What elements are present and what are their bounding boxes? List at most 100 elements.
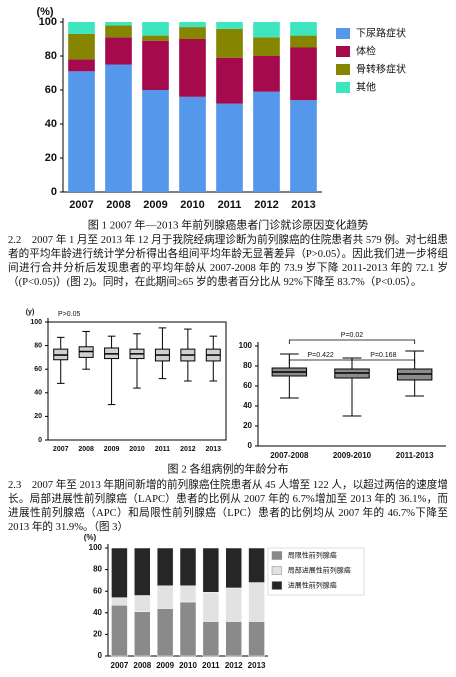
y-tick-label: 40 [34, 390, 42, 397]
bar-segment [111, 547, 128, 598]
x-tick-label: 2011 [155, 446, 170, 453]
x-tick-label: 2008 [133, 661, 151, 670]
legend-label: 下尿路症状 [356, 26, 406, 39]
x-tick-label: 2012 [225, 661, 243, 670]
bar-segment [290, 100, 317, 192]
figure-caption: 图 2 各组病例的年龄分布 [168, 462, 289, 476]
legend-label: 其他 [356, 80, 376, 93]
bracket [351, 359, 416, 364]
bar-segment [156, 608, 174, 657]
x-tick-label: 2011-2013 [396, 451, 434, 460]
bar-segment [68, 33, 95, 60]
legend-label: 局部进展性前列腺癌 [288, 566, 351, 575]
legend-frame [267, 547, 365, 596]
x-tick-label: 2010 [180, 199, 204, 211]
bar-segment [225, 587, 242, 622]
y-tick-label: 100 [239, 341, 253, 350]
legend-swatch [336, 46, 350, 57]
x-tick-label: 2007 [53, 446, 69, 453]
bar-segment [156, 547, 174, 587]
legend-swatch [336, 82, 350, 93]
y-tick-label: 0 [98, 651, 103, 660]
y-tick-label: 80 [45, 50, 57, 62]
y-tick-label: 60 [45, 84, 57, 96]
bar-segment [179, 27, 206, 39]
bar-segment [105, 64, 132, 192]
bar-segment [179, 601, 197, 657]
bar-segment [225, 621, 242, 657]
x-tick-label: 2009 [156, 661, 174, 670]
bar-segment [216, 103, 243, 192]
y-tick-label: 40 [93, 608, 102, 617]
y-tick-label: 60 [34, 366, 42, 373]
x-tick-label: 2009-2010 [333, 451, 372, 460]
y-tick-label: 0 [38, 437, 42, 444]
legend-label: 进展性前列腺癌 [288, 581, 337, 590]
x-tick-label: 2010 [129, 446, 145, 453]
bar-segment [216, 28, 243, 58]
bar-segment [253, 91, 280, 192]
y-tick-label: 60 [243, 381, 252, 390]
bar-segment [134, 595, 151, 612]
paragraph: 2.2 2007 年 1 月至 2013 年 12 月于我院经病理诊断为前列腺癌… [8, 235, 448, 288]
bar-segment [105, 37, 132, 65]
x-tick-label: 2012 [180, 446, 196, 453]
bar-segment [105, 22, 132, 26]
y-tick-label: 0 [248, 441, 253, 450]
bar-segment [225, 547, 242, 589]
y-axis-label: (y) [26, 309, 35, 316]
bar-segment [111, 604, 128, 657]
bar-segment [290, 47, 317, 101]
legend-swatch [271, 551, 283, 560]
x-tick-label: 2007-2008 [270, 451, 309, 460]
y-tick-label: 100 [30, 319, 42, 326]
bar-segment [179, 585, 197, 603]
x-tick-label: 2013 [205, 446, 221, 453]
x-tick-label: 2008 [78, 446, 94, 453]
bar-segment [248, 547, 265, 583]
bar-segment [216, 22, 243, 29]
bar-segment [290, 22, 317, 36]
bar-segment [142, 35, 169, 41]
bar-segment [68, 71, 95, 192]
bar-segment [179, 22, 206, 28]
bar-segment [156, 585, 174, 609]
bar-segment [111, 597, 128, 606]
bar-segment [179, 39, 206, 97]
bar-segment [202, 592, 220, 622]
annotation: P=0.422 [308, 352, 334, 359]
x-tick-label: 2009 [104, 446, 120, 453]
y-tick-label: 20 [45, 152, 57, 164]
y-tick-label: 20 [243, 421, 252, 430]
x-tick-label: 2011 [202, 661, 220, 670]
bar-segment [202, 621, 220, 657]
x-tick-label: 2009 [143, 199, 167, 211]
x-tick-label: 2011 [218, 199, 242, 211]
y-tick-label: 40 [45, 118, 57, 130]
legend-label: 局限性前列腺癌 [288, 551, 337, 560]
y-tick-label: 100 [39, 16, 57, 28]
bar-segment [253, 56, 280, 92]
bar-segment [134, 611, 151, 657]
bar-segment [142, 40, 169, 90]
bracket [288, 359, 353, 364]
y-tick-label: 0 [51, 186, 57, 198]
bracket [288, 339, 416, 344]
x-tick-label: 2007 [111, 661, 129, 670]
bar-segment [248, 582, 265, 622]
annotation: P=0.02 [341, 332, 363, 339]
figure-caption: 图 1 2007 年—2013 年前列腺癌患者门诊就诊原因变化趋势 [88, 218, 369, 232]
bar-segment [134, 547, 151, 596]
x-tick-label: 2007 [69, 199, 93, 211]
bar-segment [202, 547, 220, 593]
legend-swatch [336, 64, 350, 75]
legend-label: 骨转移症状 [356, 62, 406, 75]
legend-swatch [271, 566, 283, 575]
x-tick-label: 2013 [248, 661, 266, 670]
y-tick-label: 80 [34, 342, 42, 349]
bar-segment [179, 547, 197, 587]
bar-segment [179, 96, 206, 192]
legend-label: 体检 [356, 44, 376, 57]
